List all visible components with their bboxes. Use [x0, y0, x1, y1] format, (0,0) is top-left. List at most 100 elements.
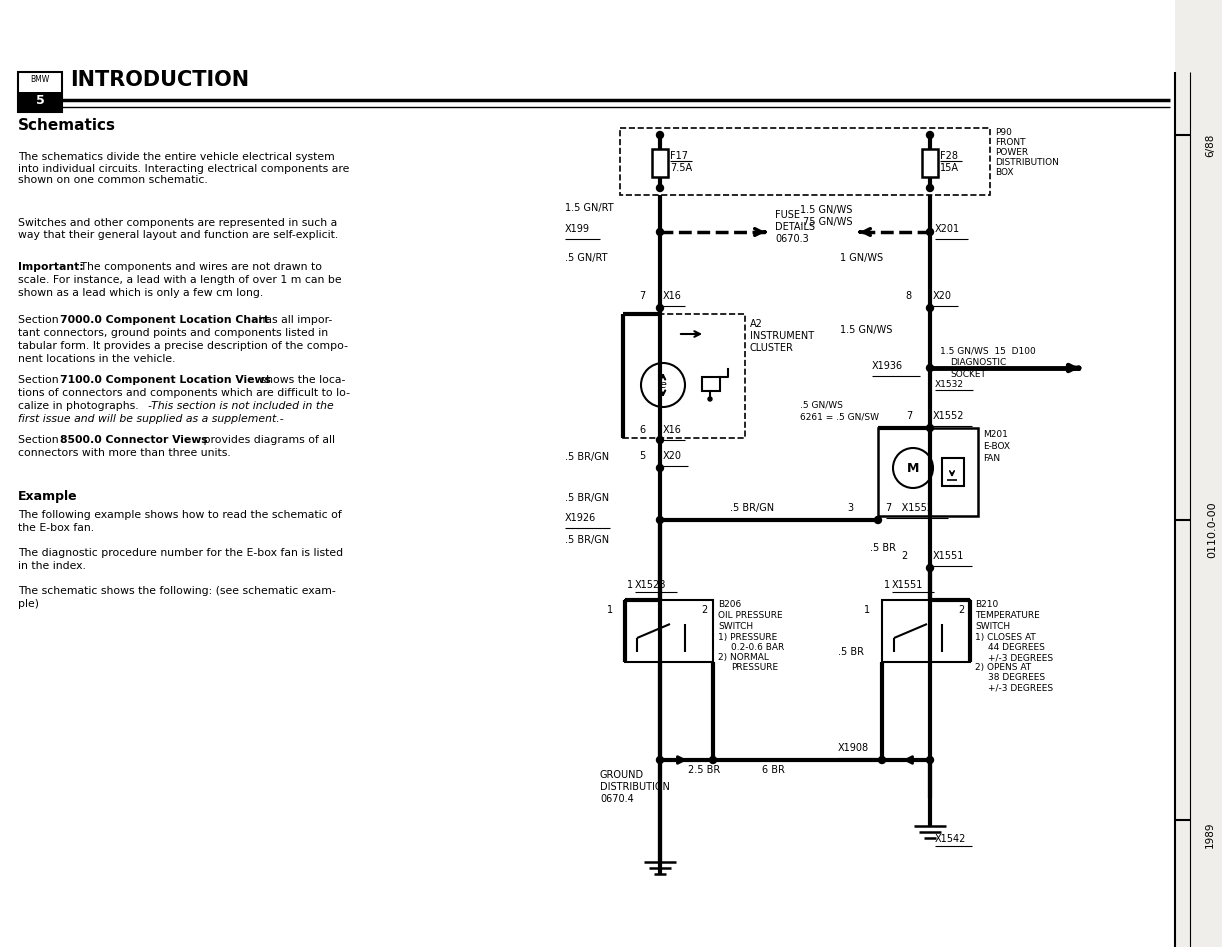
Text: The diagnostic procedure number for the E-box fan is listed: The diagnostic procedure number for the … [18, 548, 343, 558]
Text: connectors with more than three units.: connectors with more than three units. [18, 448, 231, 458]
Text: 6 BR: 6 BR [763, 765, 785, 775]
Text: 2: 2 [902, 551, 908, 561]
Text: DIAGNOSTIC: DIAGNOSTIC [949, 358, 1006, 367]
Text: 1.5 GN/WS  15  D100: 1.5 GN/WS 15 D100 [940, 346, 1036, 355]
Text: X1926: X1926 [565, 513, 596, 523]
Circle shape [926, 228, 934, 236]
Text: DETAILS: DETAILS [775, 222, 815, 232]
Text: X1532: X1532 [935, 380, 964, 389]
Text: X16: X16 [664, 425, 682, 435]
Text: 1.5 GN/WS: 1.5 GN/WS [840, 325, 892, 335]
Text: 5: 5 [639, 451, 645, 461]
Text: SOCKET: SOCKET [949, 370, 986, 379]
Text: 38 DEGREES: 38 DEGREES [989, 673, 1045, 682]
Text: 8: 8 [906, 291, 912, 301]
Circle shape [926, 132, 934, 138]
Text: 44 DEGREES: 44 DEGREES [989, 643, 1045, 652]
Text: 7.5A: 7.5A [670, 163, 692, 173]
Bar [653, 149, 668, 177]
Text: +/-3 DEGREES: +/-3 DEGREES [989, 653, 1053, 662]
Text: X1542: X1542 [935, 834, 967, 844]
Circle shape [656, 437, 664, 443]
Text: 1989: 1989 [1205, 822, 1215, 849]
Text: ple): ple) [18, 599, 39, 609]
Text: SWITCH: SWITCH [975, 622, 1011, 631]
Text: .5 BR/GN: .5 BR/GN [565, 452, 609, 462]
Text: provides diagrams of all: provides diagrams of all [200, 435, 335, 445]
Circle shape [656, 305, 664, 312]
Text: tant connectors, ground points and components listed in: tant connectors, ground points and compo… [18, 328, 329, 338]
Text: .5 BR: .5 BR [870, 543, 896, 553]
Text: 6: 6 [639, 425, 645, 435]
Bar [701, 377, 720, 391]
Text: 1 GN/WS: 1 GN/WS [840, 253, 884, 263]
Circle shape [656, 228, 664, 236]
Circle shape [710, 757, 716, 763]
Circle shape [926, 305, 934, 312]
Circle shape [656, 757, 664, 763]
Text: INTRODUCTION: INTRODUCTION [70, 70, 249, 90]
Text: DISTRIBUTION: DISTRIBUTION [995, 158, 1059, 167]
Text: X16: X16 [664, 291, 682, 301]
Text: X1908: X1908 [838, 743, 869, 753]
Text: F28: F28 [940, 151, 958, 161]
Circle shape [656, 464, 664, 472]
Text: 7: 7 [639, 291, 645, 301]
Text: .5 BR/GN: .5 BR/GN [565, 493, 609, 503]
Text: in the index.: in the index. [18, 561, 86, 571]
Text: CLUSTER: CLUSTER [750, 343, 794, 353]
Text: Schematics: Schematics [18, 118, 116, 133]
Text: F17: F17 [670, 151, 688, 161]
Text: scale. For instance, a lead with a length of over 1 m can be: scale. For instance, a lead with a lengt… [18, 275, 342, 285]
Text: 0110.0-00: 0110.0-00 [1207, 502, 1217, 559]
Text: shown as a lead which is only a few cm long.: shown as a lead which is only a few cm l… [18, 288, 263, 298]
Text: FRONT: FRONT [995, 138, 1025, 147]
Text: 2) NORMAL: 2) NORMAL [719, 653, 769, 662]
Text: nent locations in the vehicle.: nent locations in the vehicle. [18, 354, 176, 364]
Circle shape [708, 397, 712, 401]
Text: 1) CLOSES AT: 1) CLOSES AT [975, 633, 1036, 642]
Text: The following example shows how to read the schematic of: The following example shows how to read … [18, 510, 342, 520]
Text: 0670.3: 0670.3 [775, 234, 809, 244]
Text: DISTRIBUTION: DISTRIBUTION [600, 782, 670, 792]
Text: P90: P90 [995, 128, 1012, 137]
Text: 3: 3 [847, 503, 853, 513]
Text: 5: 5 [35, 94, 44, 107]
Text: The schematics divide the entire vehicle electrical system
into individual circu: The schematics divide the entire vehicle… [18, 152, 349, 186]
Text: X1528: X1528 [635, 580, 666, 590]
Text: .5 BR/GN: .5 BR/GN [565, 535, 609, 545]
Bar [18, 92, 62, 112]
Text: 6261 = .5 GN/SW: 6261 = .5 GN/SW [800, 412, 879, 421]
Text: BMW: BMW [31, 75, 50, 84]
Text: 0670.4: 0670.4 [600, 794, 634, 804]
Text: INSTRUMENT: INSTRUMENT [750, 331, 814, 341]
Text: 1) PRESSURE: 1) PRESSURE [719, 633, 777, 642]
Circle shape [656, 132, 664, 138]
Text: first issue and will be supplied as a supplement.-: first issue and will be supplied as a su… [18, 414, 284, 424]
Bar [624, 600, 712, 662]
Text: .5 BR/GN: .5 BR/GN [730, 503, 774, 513]
Text: M201: M201 [982, 430, 1008, 439]
Text: Switches and other components are represented in such a
way that their general l: Switches and other components are repres… [18, 218, 338, 240]
Text: 15A: 15A [940, 163, 959, 173]
Text: 7: 7 [906, 411, 912, 421]
Text: X20: X20 [934, 291, 952, 301]
Text: E-BOX: E-BOX [982, 442, 1011, 451]
Circle shape [926, 757, 934, 763]
Text: The schematic shows the following: (see schematic exam-: The schematic shows the following: (see … [18, 586, 336, 596]
Bar [942, 458, 964, 486]
Text: Section: Section [18, 375, 62, 385]
Circle shape [926, 185, 934, 191]
Text: X1552: X1552 [934, 411, 964, 421]
Text: 8500.0 Connector Views: 8500.0 Connector Views [60, 435, 208, 445]
Text: X1936: X1936 [873, 361, 903, 371]
Bar [18, 72, 62, 112]
Text: calize in photographs.: calize in photographs. [18, 401, 142, 411]
Text: GROUND: GROUND [600, 770, 644, 780]
Text: 6/88: 6/88 [1205, 134, 1215, 156]
Circle shape [926, 365, 934, 371]
Text: 1.5 GN/WS: 1.5 GN/WS [800, 205, 853, 215]
Text: .75 GN/WS: .75 GN/WS [800, 217, 853, 227]
Text: 1: 1 [864, 605, 870, 615]
Text: 1: 1 [607, 605, 613, 615]
